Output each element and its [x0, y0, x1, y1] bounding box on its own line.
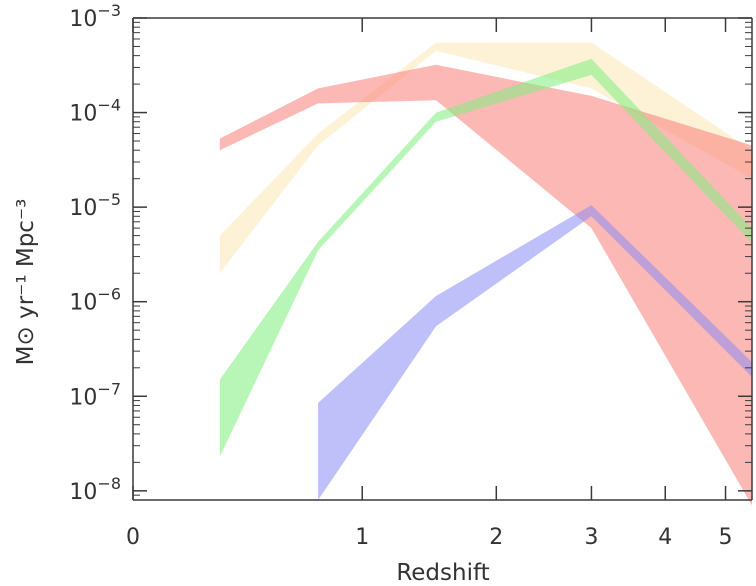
y-tick-label: 10−4: [69, 96, 121, 127]
x-tick-label: 3: [584, 525, 598, 550]
series-band-1: [219, 64, 753, 506]
x-tick-label: 4: [658, 525, 672, 550]
x-tick-label: 1: [355, 525, 369, 550]
x-axis-title: Redshift: [396, 560, 489, 586]
axes-layer: [132, 17, 753, 501]
x-tick-label: 0: [126, 525, 140, 550]
y-tick-label: 10−6: [69, 285, 121, 316]
x-tick-label: 5: [719, 525, 733, 550]
series-layer: [219, 42, 753, 506]
y-tick-label: 10−8: [69, 474, 121, 505]
y-tick-label: 10−7: [69, 379, 121, 410]
x-tick-label: 2: [489, 525, 503, 550]
y-tick-label: 10−5: [69, 190, 121, 221]
y-tick-label: 10−3: [69, 1, 121, 32]
y-axis-title: M⊙ yr⁻¹ Mpc⁻³: [13, 199, 39, 366]
ticks-layer: 10−8 10−7 10−6 10−5 10−4 10−3 0 1 2 3 4 5: [69, 1, 752, 550]
series-band-3: [318, 205, 752, 500]
